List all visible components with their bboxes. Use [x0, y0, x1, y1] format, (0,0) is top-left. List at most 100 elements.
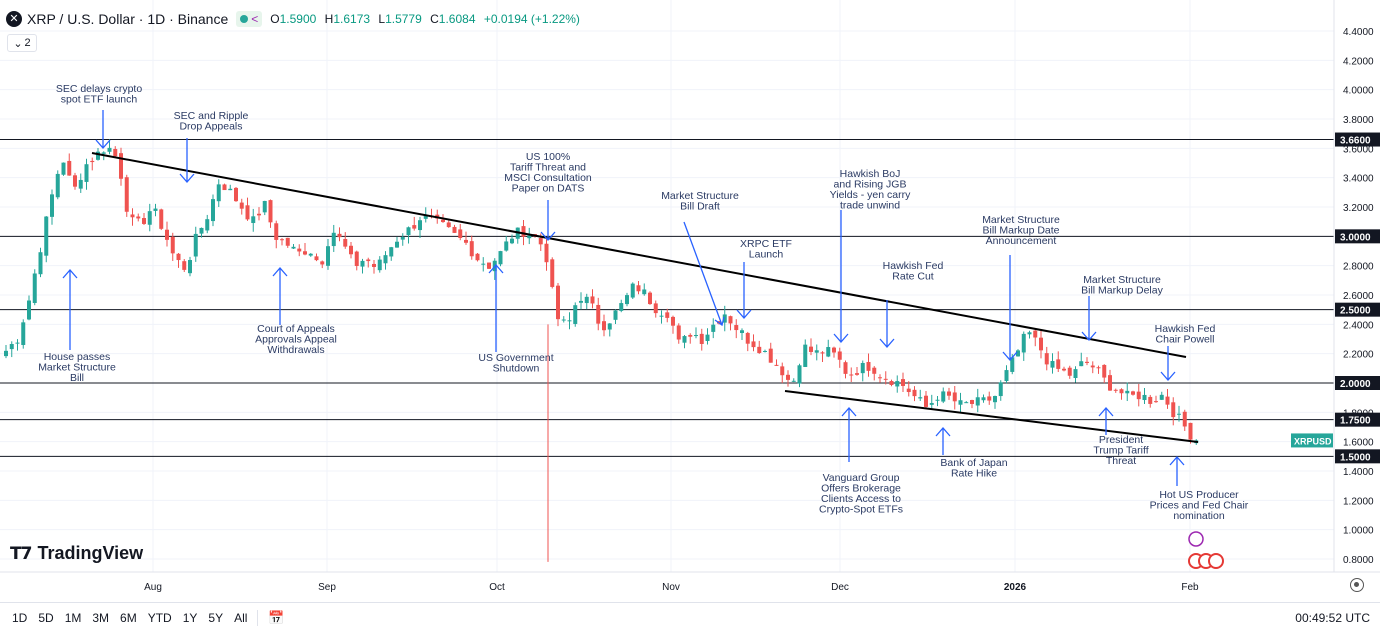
y-tick-label: 0.8000 [1343, 555, 1374, 566]
range-all[interactable]: All [234, 611, 248, 625]
annotation-text: nomination [1173, 510, 1225, 522]
candle-body [826, 347, 831, 357]
candle-body [1016, 350, 1020, 357]
x-tick-label: Feb [1181, 582, 1199, 593]
settings-icon[interactable] [1350, 578, 1364, 592]
arrow-up-icon [1098, 407, 1114, 417]
range-5y[interactable]: 5Y [208, 611, 224, 625]
candle-body [556, 285, 560, 320]
candle-body [308, 253, 313, 256]
candle-body [860, 362, 865, 374]
candle-body [1056, 359, 1061, 369]
calendar-icon[interactable]: 📅 [268, 610, 285, 625]
candle-body [1108, 375, 1112, 391]
candle-body [740, 330, 744, 334]
candle-body [1159, 394, 1164, 400]
arrow-down-icon [879, 338, 895, 348]
range-ytd[interactable]: YTD [147, 611, 172, 625]
live-badge[interactable]: < [236, 11, 263, 27]
candle-body [970, 400, 974, 404]
range-1m[interactable]: 1M [64, 611, 82, 625]
range-1d[interactable]: 1D [12, 611, 28, 625]
candle-body [331, 232, 336, 247]
indicator-collapse-button[interactable]: ⌄ 2 [7, 34, 37, 52]
annotation-text: Shutdown [493, 363, 540, 375]
candle-body [653, 303, 658, 314]
candle-body [579, 300, 583, 303]
candle-body [372, 263, 376, 267]
symbol-title[interactable]: XRP / U.S. Dollar · 1D · Binance [27, 11, 229, 27]
candle-body [147, 211, 152, 225]
candle-body [90, 160, 95, 163]
candle-body [832, 347, 836, 353]
candle-body [1119, 389, 1124, 394]
candle-body [998, 382, 1003, 397]
arrow-down-icon [1160, 371, 1176, 381]
candle-body [941, 391, 946, 402]
candle-body [964, 402, 969, 404]
bottom-toolbar: 1D 5D 1M 3M 6M YTD 1Y 5Y All 📅 00:49:52 UTC [0, 602, 1380, 633]
candle-body [751, 341, 756, 348]
candle-body [458, 229, 463, 239]
close-x-icon[interactable]: ✕ [6, 11, 22, 27]
upper-trendline[interactable] [91, 152, 1187, 358]
candle-body [837, 351, 842, 360]
candle-body [1188, 422, 1193, 440]
lower-trendline[interactable] [784, 390, 1199, 443]
range-5d[interactable]: 5D [38, 611, 54, 625]
candle-body [96, 151, 100, 160]
candle-body [1131, 391, 1135, 395]
candle-body [935, 399, 940, 401]
x-tick-label: Nov [662, 582, 680, 593]
candle-body [113, 148, 118, 157]
range-6m[interactable]: 6M [120, 611, 137, 625]
annotation-text: Tariff Threat and [510, 162, 586, 174]
annotation-text: Market Structure [661, 190, 739, 202]
candle-body [625, 295, 629, 305]
annotation-text: President [1099, 434, 1143, 446]
candle-body [4, 350, 8, 357]
candle-body [234, 187, 238, 202]
range-3m[interactable]: 3M [92, 611, 110, 625]
candle-body [389, 247, 394, 257]
candle-body [573, 305, 578, 324]
candle-body [630, 283, 635, 298]
annotation-text: Announcement [986, 235, 1057, 247]
symbol-tag-label: XRPUSD [1294, 436, 1332, 446]
candle-body [1067, 367, 1072, 376]
tradingview-logo[interactable]: 𝗧𝟳 TradingView [10, 543, 144, 563]
annotation-text: Rate Hike [951, 468, 997, 480]
us-flag-event-icon [1208, 553, 1224, 569]
event-icons[interactable] [1188, 531, 1224, 569]
range-1y[interactable]: 1Y [182, 611, 198, 625]
candle-body [561, 319, 566, 321]
annotation-text: Offers Brokerage [821, 483, 901, 495]
candle-body [901, 379, 905, 386]
annotation-text: SEC and Ripple [174, 110, 249, 122]
candle-body [44, 216, 49, 256]
y-tick-label: 4.0000 [1343, 86, 1374, 97]
candle-body [251, 216, 256, 224]
candle-body [182, 261, 187, 270]
candle-body [1090, 365, 1095, 368]
candle-body [21, 322, 26, 345]
annotation-text: Trump Tariff [1093, 445, 1148, 457]
